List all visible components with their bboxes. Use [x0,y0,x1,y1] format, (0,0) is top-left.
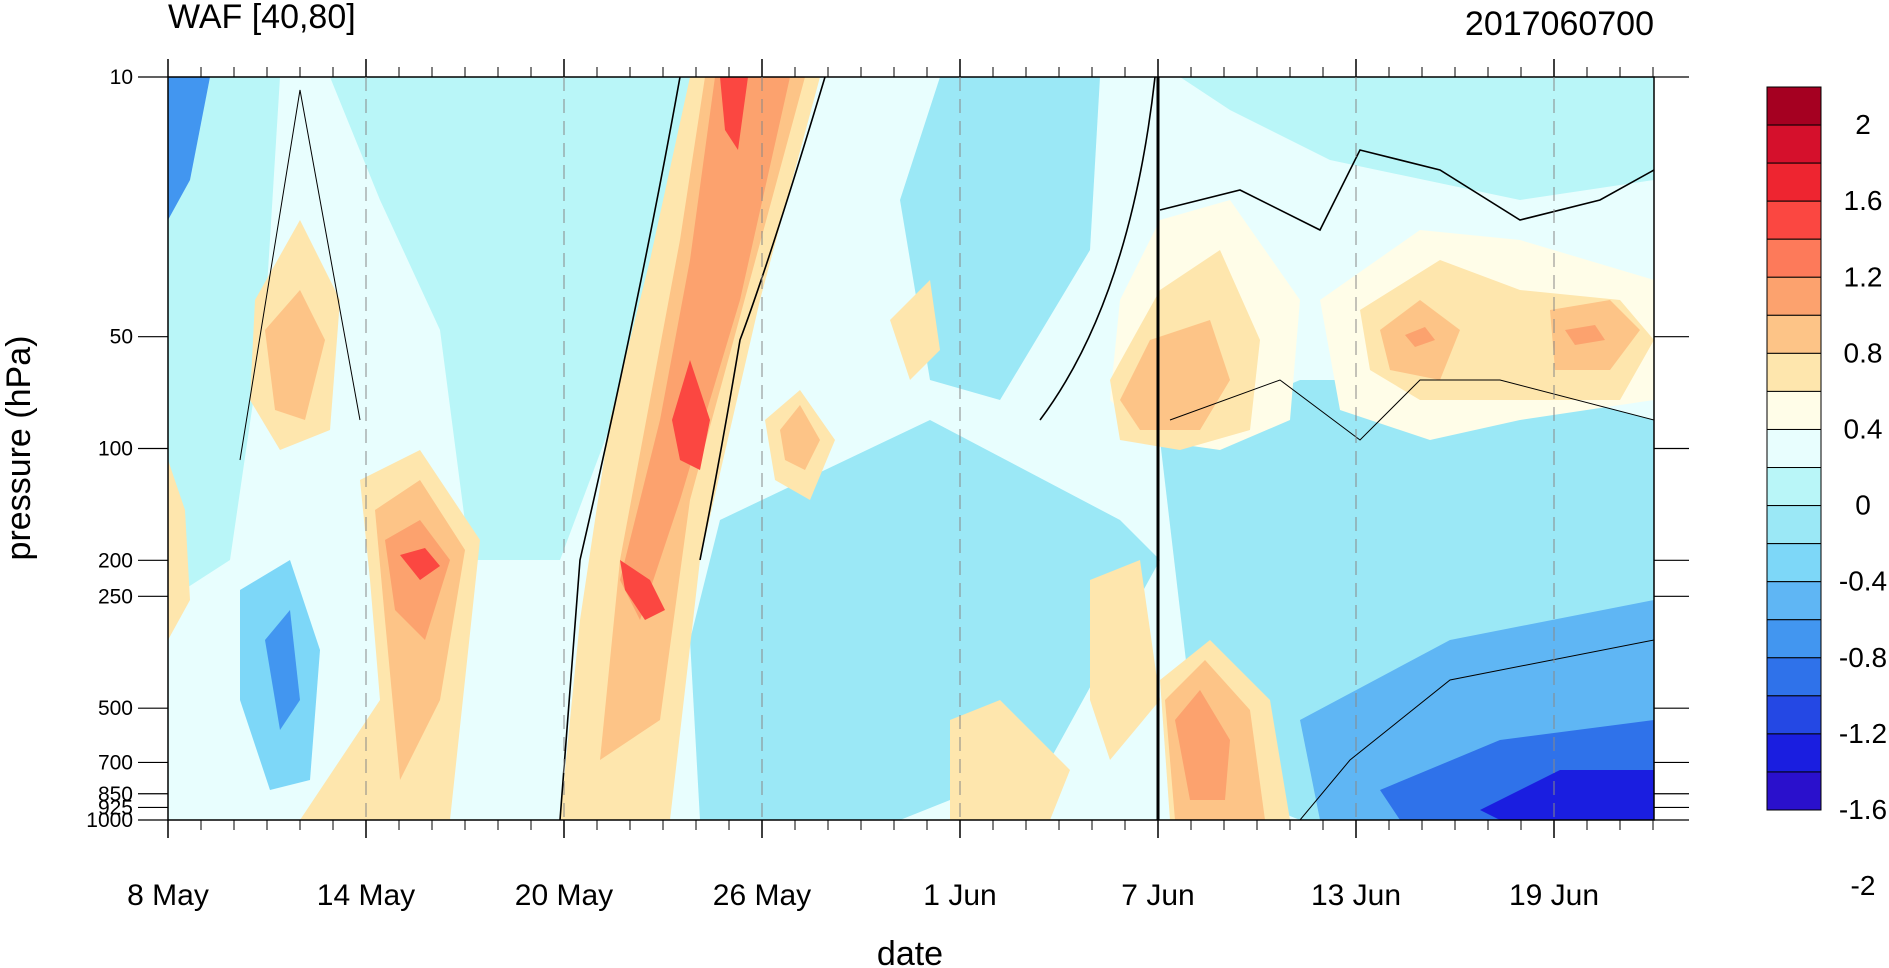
region-warm-7jun-upper-core [1120,320,1230,430]
region-warm-small-cell [890,280,940,380]
colorbar-swatch [1766,428,1822,469]
region-warm-band-core [620,77,790,620]
y-tick-label: 1000 [86,809,133,832]
colorbar-swatch [1766,352,1822,392]
colorbar-label: 0.8 [1844,337,1883,368]
contour-line-left-upper [239,89,361,461]
colorbar-swatch [1766,314,1822,354]
region-blue-right-top [1180,77,1654,200]
x-axis: 8 May 14 May 20 May 26 May 1 Jun 7 Jun 13 Jun 1… [127,59,1654,912]
x-tick-label: 14 May [317,879,415,912]
chart-title-left: WAF [40,80] [168,0,356,36]
x-tick-label: 20 May [515,879,613,912]
colorbar-swatch [1766,771,1822,811]
region-warm-band-hot-upper [672,360,710,470]
colorbar-label: -0.4 [1839,566,1887,597]
colorbar-label: 0.4 [1844,413,1883,444]
region-warm-right-hot-1 [1405,327,1435,347]
region-warm-mid-cell-core [780,405,820,470]
colorbar-swatch [1766,390,1822,430]
y-tick-label: 10 [110,66,133,89]
colorbar-label: 1.6 [1844,185,1883,216]
x-tick-label: 1 Jun [923,879,996,912]
region-warm-right-hot-2 [1565,325,1605,345]
contour-field [168,77,1654,820]
contour-line-zero-band-right [699,77,826,561]
colorbar-label: -2 [1851,870,1876,901]
colorbar: 2 1.6 1.2 0.8 0.4 0 -0.4 -0.8 -1.2 -1.6 -2 [1766,86,1887,901]
contour-line-zero-7jun [1039,77,1156,421]
region-warm-left-low-hot [400,548,440,580]
colorbar-label: -1.2 [1839,718,1887,749]
colorbar-swatch [1766,619,1822,659]
y-tick-label: 100 [98,438,133,461]
colorbar-label: -0.8 [1839,642,1887,673]
y-tick-label: 50 [110,326,133,349]
region-warm-left-upper-core [265,290,325,420]
x-axis-label: date [877,935,943,968]
region-light-blue-center [900,77,1100,400]
contour-line-blue-right [1299,639,1654,820]
y-tick-label: 925 [98,796,133,819]
x-tick-label: 19 Jun [1509,879,1599,912]
colorbar-swatch [1766,543,1822,583]
region-blue-lower-left-core [265,610,300,730]
colorbar-swatch [1766,467,1822,507]
colorbar-swatch [1766,124,1822,164]
colorbar-swatch [1766,695,1822,735]
contour-line-zero-right [1159,149,1654,232]
colorbar-label: 1.2 [1844,261,1883,292]
colorbar-label: 2 [1855,109,1871,140]
contour-line-zero-band [559,77,681,820]
region-light-blue-mid [330,77,700,560]
colorbar-label: 0 [1855,490,1871,521]
y-tick-label: 500 [98,697,133,720]
y-tick-label: 250 [98,585,133,608]
chart-title-right: 2017060700 [1465,5,1654,43]
colorbar-swatch [1766,657,1822,697]
contour-line-right-lower [1169,379,1654,441]
colorbar-swatch [1766,200,1822,240]
region-warm-left-low-core [385,520,450,640]
region-blue-center-low [690,420,1160,820]
colorbar-label: -1.6 [1839,794,1887,825]
y-tick-label: 700 [98,751,133,774]
colorbar-swatch [1766,238,1822,278]
colorbar-swatch [1766,86,1822,126]
region-light-blue-upper [168,77,280,600]
colorbar-swatch [1766,276,1822,316]
y-tick-label: 200 [98,549,133,572]
region-blue-right-core [1480,770,1654,820]
region-warm-leftedge [168,460,190,640]
region-blue-topleft-core [168,77,210,220]
region-warm-lowmid [950,700,1070,820]
colorbar-swatch [1766,733,1822,773]
x-tick-label: 8 May [127,879,209,912]
x-tick-label: 13 Jun [1311,879,1401,912]
region-warm-band-top [720,77,748,150]
contour-lines [239,77,1654,820]
region-warm-band-hot-lower [620,560,665,620]
x-tick-label: 26 May [713,879,811,912]
colorbar-swatch [1766,162,1822,202]
region-warm-lowmid-2 [1090,560,1160,760]
region-warm-7jun-lower-core [1175,690,1230,800]
y-tick-label: 850 [98,783,133,806]
colorbar-swatch [1766,505,1822,545]
colorbar-swatch [1766,581,1822,621]
x-tick-label: 7 Jun [1121,879,1194,912]
y-axis-label: pressure (hPa) [0,336,38,561]
